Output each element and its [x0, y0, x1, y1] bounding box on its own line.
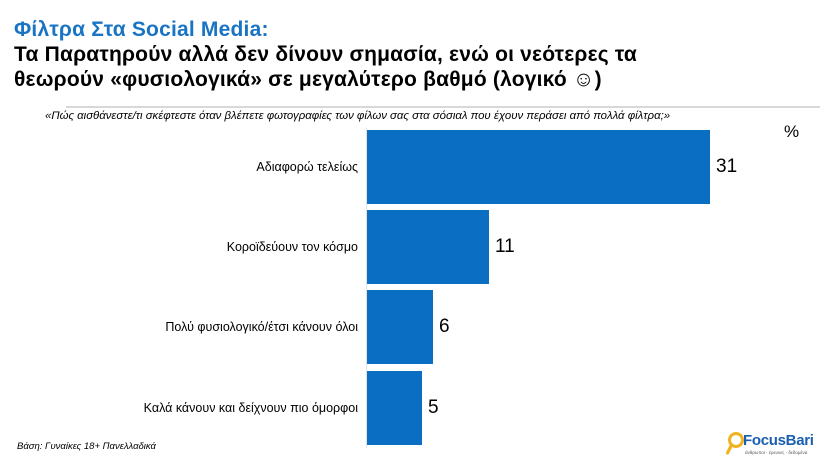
category-label: Πολύ φυσιολογικό/έτσι κάνουν όλοι: [165, 320, 358, 334]
data-label: 31: [716, 156, 738, 177]
bar-row: Πολύ φυσιολογικό/έτσι κάνουν όλοι 6: [0, 290, 820, 364]
logo-tagline: άνθρωποι · έρευνες · δεδομένα: [745, 450, 808, 455]
category-label: Κοροϊδεύουν τον κόσμο: [226, 240, 358, 254]
bar: [367, 130, 710, 204]
bar: [367, 290, 433, 364]
category-label: Καλά κάνουν και δείχνουν πιο όμορφοι: [143, 401, 358, 415]
focusbari-logo: FocusBari άνθρωποι · έρευνες · δεδομένα: [726, 431, 818, 459]
chart-subtitle-line-1: Τα Παρατηρούν αλλά δεν δίνουν σημασία, ε…: [14, 43, 638, 66]
data-label: 6: [439, 316, 450, 337]
chart-title: Φίλτρα Στα Social Media:: [14, 18, 269, 41]
category-label: Αδιαφορώ τελείως: [256, 160, 358, 174]
bar: [367, 371, 422, 445]
logo-wordmark: FocusBari: [743, 432, 814, 449]
unit-label: %: [784, 122, 800, 141]
bar-row: Αδιαφορώ τελείως 31: [0, 130, 820, 204]
bar: [367, 210, 489, 284]
category-axis-line: [366, 128, 367, 448]
magnifier-icon: [726, 432, 744, 455]
survey-question: «Πώς αισθάνεστε/τι σκέφτεστε όταν βλέπετ…: [45, 110, 671, 122]
bar-row: Καλά κάνουν και δείχνουν πιο όμορφοι 5: [0, 371, 820, 445]
title-block: Φίλτρα Στα Social Media: Τα Παρατηρούν α…: [14, 18, 637, 92]
bar-row: Κοροϊδεύουν τον κόσμο 11: [0, 210, 820, 284]
data-label: 5: [428, 397, 439, 418]
sample-base-note: Βάση: Γυναίκες 18+ Πανελλαδικά: [17, 441, 156, 452]
chart-subtitle-line-2: θεωρούν «φυσιολογικά» σε μεγαλύτερο βαθμ…: [14, 68, 602, 91]
divider-line: [66, 106, 820, 108]
data-label: 11: [495, 236, 515, 257]
